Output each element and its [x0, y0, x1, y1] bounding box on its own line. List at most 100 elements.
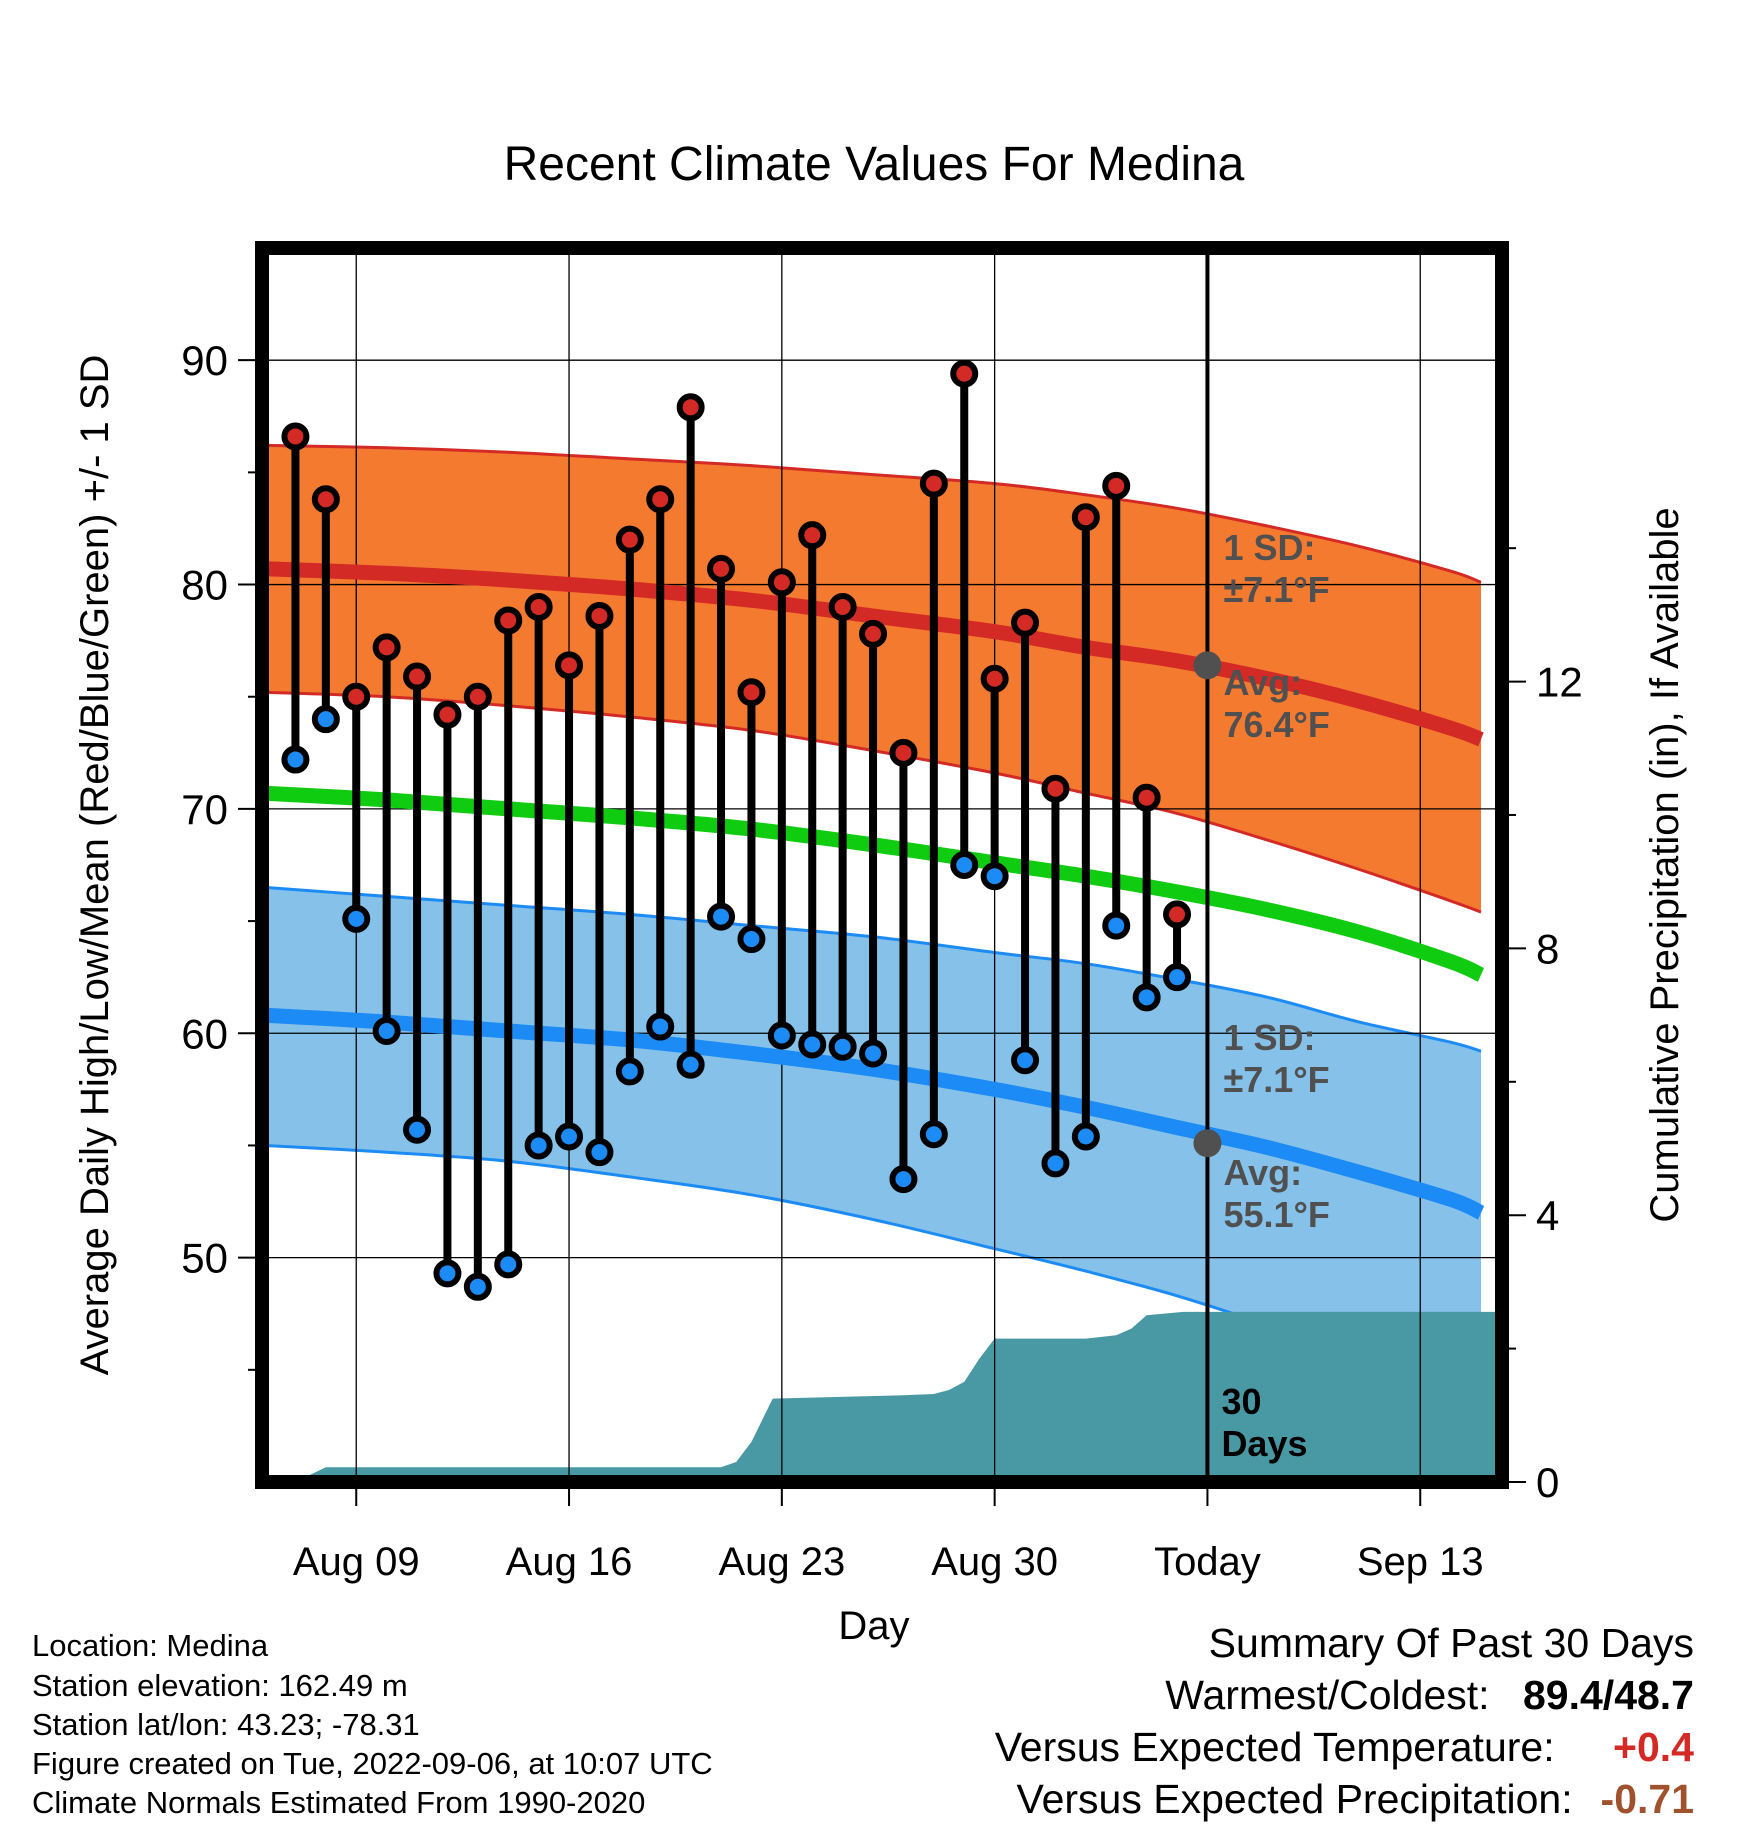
daily-low-point [1011, 1046, 1040, 1075]
high-sd-value: ±7.1°F [1223, 569, 1329, 610]
daily-high-point [737, 678, 766, 707]
y2-axis-label: Cumulative Precipitation (in), If Availa… [1643, 507, 1687, 1222]
y-tick-label-60: 60 [181, 1010, 228, 1057]
daily-high-point [798, 521, 827, 550]
daily-low-point [828, 1032, 857, 1061]
daily-low-point [342, 904, 371, 933]
footer-normals: Climate Normals Estimated From 1990-2020 [32, 1785, 646, 1820]
daily-low-point [676, 1050, 705, 1079]
y-axis-left: 50 60 70 80 90 [181, 337, 255, 1371]
summary-temp-value: +0.4 [1613, 1724, 1694, 1770]
precipitation-fill [299, 1311, 1502, 1480]
summary-title: Summary Of Past 30 Days [1208, 1620, 1694, 1666]
x-tick-label: Aug 23 [718, 1540, 845, 1584]
daily-high-point [585, 601, 614, 630]
daily-high-point [433, 700, 462, 729]
y2-tick-label-0: 0 [1536, 1459, 1559, 1506]
x-tick-label: Sep 13 [1357, 1540, 1484, 1584]
daily-high-point [463, 682, 492, 711]
y2-tick-label-8: 8 [1536, 925, 1559, 972]
daily-low-point [281, 745, 310, 774]
footer-latlon: Station lat/lon: 43.23; -78.31 [32, 1707, 420, 1742]
daily-low-point [1041, 1149, 1070, 1178]
x-tick-label: Aug 16 [506, 1540, 633, 1584]
daily-high-point [646, 485, 675, 514]
daily-low-point [798, 1030, 827, 1059]
daily-low-point [646, 1012, 675, 1041]
daily-high-point [859, 619, 888, 648]
daily-low-point [737, 925, 766, 954]
today-high-average-dot [1193, 651, 1222, 680]
summary-temp-row: Versus Expected Temperature: +0.4 [995, 1724, 1694, 1771]
daily-high-point [372, 633, 401, 662]
daily-low-point [859, 1039, 888, 1068]
footer-created: Figure created on Tue, 2022-09-06, at 10… [32, 1746, 713, 1781]
daily-low-point [311, 705, 340, 734]
y-tick-label-80: 80 [181, 562, 228, 609]
summary-precip-label: Versus Expected Precipitation: [1016, 1776, 1573, 1822]
daily-low-point [615, 1057, 644, 1086]
daily-low-point [980, 862, 1009, 891]
high-sd-label: 1 SD: [1223, 527, 1315, 568]
x-tick-label: Aug 09 [293, 1540, 420, 1584]
x-tick-label: Today [1154, 1540, 1261, 1584]
daily-low-point [555, 1122, 584, 1151]
daily-high-point [281, 422, 310, 451]
summary-precip-value: -0.71 [1600, 1776, 1694, 1822]
daily-high-point [494, 606, 523, 635]
daily-high-point [950, 359, 979, 388]
low-avg-label: Avg: [1223, 1152, 1302, 1193]
chart-title: Recent Climate Values For Medina [504, 138, 1245, 191]
daily-low-point [524, 1131, 553, 1160]
daily-high-point [615, 525, 644, 554]
footer-elevation: Station elevation: 162.49 m [32, 1668, 408, 1703]
y-tick-label-90: 90 [181, 337, 228, 384]
daily-high-point [828, 592, 857, 621]
summary-coldest-value: 48.7 [1614, 1672, 1694, 1718]
x-axis-label: Day [838, 1604, 909, 1648]
daily-low-point [707, 902, 736, 931]
summary-precip-row: Versus Expected Precipitation: -0.71 [1017, 1776, 1695, 1823]
daily-range-stems [291, 373, 1182, 1287]
period-label-days: Days [1221, 1423, 1307, 1464]
daily-low-point [1102, 911, 1131, 940]
daily-low-point [1132, 983, 1161, 1012]
footer-location: Location: Medina [32, 1628, 269, 1663]
daily-low-point [767, 1021, 796, 1050]
daily-high-point [1071, 503, 1100, 532]
today-low-average-dot [1193, 1129, 1222, 1158]
summary-slash: / [1602, 1672, 1615, 1718]
y-axis-label: Average Daily High/Low/Mean (Red/Blue/Gr… [73, 355, 117, 1376]
today-indicator [1193, 248, 1222, 1482]
summary-temp-label: Versus Expected Temperature: [994, 1724, 1555, 1770]
precipitation-area [299, 1311, 1502, 1480]
daily-high-point [524, 592, 553, 621]
high-avg-value: 76.4°F [1223, 704, 1329, 745]
daily-high-point [1102, 471, 1131, 500]
daily-markers [281, 359, 1192, 1301]
daily-low-point [950, 851, 979, 879]
daily-low-point [1071, 1122, 1100, 1151]
daily-high-point [919, 469, 948, 498]
y-axis-right: 0 4 8 12 [1509, 547, 1583, 1506]
high-avg-label: Avg: [1223, 662, 1302, 703]
summary-warm-cold-value: 89.4/48.7 [1523, 1672, 1694, 1719]
period-label-number: 30 [1221, 1381, 1261, 1422]
daily-low-point [494, 1250, 523, 1279]
daily-high-point [980, 664, 1009, 693]
x-tick-label: Aug 30 [931, 1540, 1058, 1584]
daily-low-point [1163, 963, 1192, 992]
plot-frame [255, 241, 1509, 1489]
daily-high-point [403, 662, 432, 691]
daily-low-point [889, 1165, 918, 1194]
daily-high-point [676, 393, 705, 422]
daily-high-point [311, 485, 340, 514]
summary-warm-cold-label: Warmest/Coldest: [1165, 1672, 1490, 1718]
low-avg-value: 55.1°F [1223, 1194, 1329, 1235]
low-sd-label: 1 SD: [1223, 1017, 1315, 1058]
daily-high-point [1011, 608, 1040, 637]
y-tick-label-70: 70 [181, 786, 228, 833]
daily-low-point [585, 1138, 614, 1167]
daily-high-point [1163, 900, 1192, 929]
